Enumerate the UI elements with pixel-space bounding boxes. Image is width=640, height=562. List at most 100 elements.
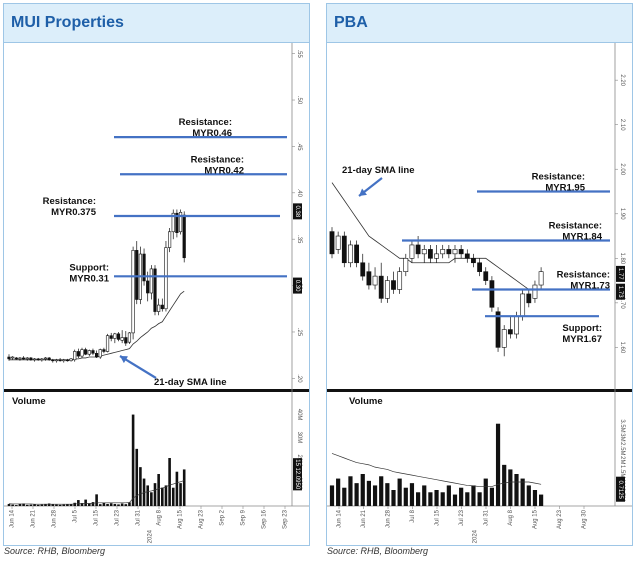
- candle-body: [98, 349, 102, 358]
- price-tag-box: [293, 277, 302, 294]
- price-tick-label: .55: [296, 49, 302, 58]
- x-tick-label: Aug 15: [533, 509, 539, 529]
- price-tag-label: 0.38: [294, 206, 300, 218]
- volume-ma-line: [8, 480, 185, 505]
- level-value: MYR1.73: [570, 280, 610, 291]
- volume-bar: [51, 504, 55, 506]
- volume-bar: [135, 448, 139, 506]
- x-tick-label: Aug 23: [557, 509, 563, 529]
- candle-body: [372, 275, 378, 286]
- candle-body: [421, 249, 427, 255]
- x-tick-label: Jul 8: [410, 509, 416, 522]
- volume-bar: [342, 487, 347, 506]
- level-value: MYR0.46: [192, 128, 232, 139]
- candle-body: [51, 359, 55, 362]
- sma21-line: [9, 290, 185, 361]
- x-year-label: 2024: [473, 529, 479, 543]
- sma-arrow-head: [120, 356, 129, 364]
- source-note: Source: RHB, Bloomberg: [4, 546, 106, 556]
- panel-header: MUI Properties: [4, 4, 309, 43]
- volume-bar: [520, 478, 525, 506]
- candle-body: [14, 357, 18, 360]
- level-value: MYR0.42: [204, 165, 244, 176]
- volume-bar: [58, 504, 62, 506]
- volume-ma-line: [331, 453, 542, 487]
- price-tag-box: [293, 203, 302, 220]
- level-label: Support:: [69, 262, 109, 273]
- candle-body: [131, 250, 135, 334]
- candle-body: [91, 350, 95, 354]
- candle-body: [520, 293, 526, 317]
- candle-body: [538, 271, 544, 286]
- x-tick-label: Jul 5: [73, 509, 79, 522]
- x-year-label: 2024: [148, 529, 154, 543]
- level-label: Resistance:: [179, 117, 232, 128]
- volume-bar: [80, 503, 84, 506]
- x-tick-label: Jul 15: [435, 509, 441, 526]
- candle-body: [47, 357, 51, 361]
- panel-separator: [327, 389, 632, 392]
- volume-bar: [146, 485, 149, 506]
- volume-bar: [150, 492, 153, 506]
- candle-body: [102, 349, 106, 352]
- volume-bar: [124, 504, 128, 506]
- volume-bar: [336, 478, 341, 506]
- x-tick-label: Jul 31: [484, 509, 490, 526]
- level-value: MYR0.375: [51, 207, 97, 218]
- sma-annotation: 21-day SMA line: [154, 377, 227, 388]
- candle-body: [366, 271, 372, 286]
- candle-body: [171, 212, 175, 233]
- candle-body: [471, 258, 476, 264]
- volume-bar: [69, 504, 73, 506]
- volume-bar: [465, 492, 470, 506]
- candle-body: [87, 350, 91, 355]
- candle-body: [329, 231, 335, 255]
- volume-bar: [44, 503, 47, 506]
- volume-bar: [47, 503, 51, 506]
- candle-body: [360, 262, 366, 277]
- candle-body: [178, 211, 183, 233]
- volume-bar: [434, 490, 439, 506]
- volume-bar: [95, 494, 98, 506]
- volume-bar: [403, 487, 408, 506]
- price-tag-box: [616, 283, 625, 300]
- price-tick-label: 2.00: [619, 163, 625, 175]
- price-tag-label: 1.73: [617, 286, 623, 298]
- candle-body: [153, 268, 157, 312]
- x-tick-label: Aug 8: [157, 509, 163, 525]
- candle-body: [73, 351, 77, 361]
- x-tick-label: Jul 23: [459, 509, 465, 526]
- panel-title: PBA: [334, 14, 368, 31]
- level-label: Resistance:: [557, 269, 610, 280]
- candle-body: [397, 271, 403, 290]
- volume-bar: [477, 492, 482, 506]
- volume-tick-label: 3M: [619, 433, 625, 441]
- candle-body: [135, 250, 139, 300]
- level-label: Resistance:: [549, 220, 602, 231]
- x-tick-label: Jun 21: [361, 509, 367, 528]
- volume-bar: [36, 504, 40, 506]
- candle-body: [452, 249, 458, 255]
- price-tick-label: 2.10: [619, 119, 625, 131]
- volume-bar: [514, 474, 519, 506]
- price-tick-label: .20: [296, 374, 302, 383]
- level-label: Support:: [562, 323, 602, 334]
- volume-bar: [109, 503, 113, 506]
- volume-bar: [354, 483, 359, 506]
- candle-body: [18, 357, 22, 360]
- candle-body: [124, 337, 128, 344]
- panel-pba: PBA 2.20 2.10 2.00 1.90 1.80 1.70 1.60 1.77 1.73…: [326, 3, 633, 546]
- x-tick-label: Jun 21: [31, 509, 37, 528]
- price-tag-box: [616, 265, 625, 282]
- x-tick-label: Jun 28: [52, 509, 58, 528]
- volume-bar: [495, 423, 501, 506]
- price-tag-label: 1.77: [617, 268, 623, 280]
- candle-body: [109, 335, 113, 339]
- candle-body: [95, 353, 99, 358]
- volume-tick-label: 2M: [619, 456, 625, 464]
- volume-bar: [7, 503, 11, 506]
- candle-body: [440, 249, 446, 255]
- sma-annotation: 21-day SMA line: [342, 165, 415, 176]
- volume-bar: [422, 485, 427, 506]
- volume-bar: [102, 502, 106, 506]
